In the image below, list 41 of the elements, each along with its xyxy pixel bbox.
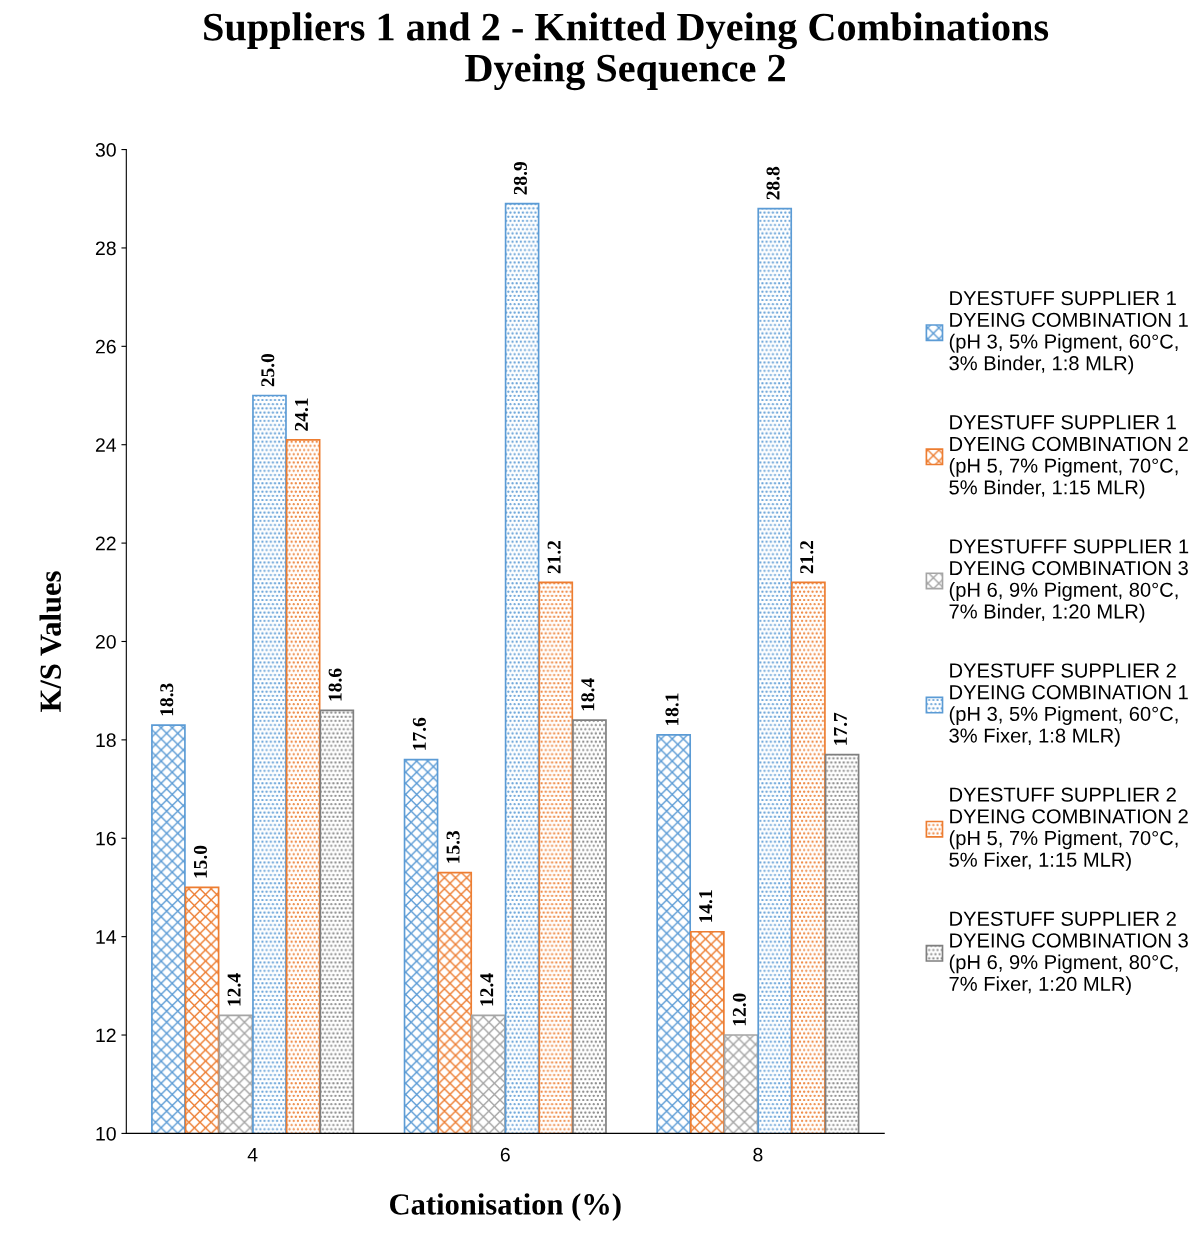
- legend-label: DYESTUFF SUPPLIER 1 DYEING COMBINATION 1 (pH 3, 5% Pigment, 60°C, 3% Binder, 1:8 MLR): [949, 291, 1188, 375]
- legend-label: DYESTUFF SUPPLIER 2 DYEING COMBINATION 3 (pH 6, 9% Pigment, 80°C, 7% Fixer, 1:20 MLR): [949, 911, 1188, 995]
- y-tick-label: 28: [95, 241, 116, 256]
- x-axis-title: Cationisation (%): [390, 1193, 621, 1221]
- y-tick-label: 12: [96, 1028, 116, 1043]
- y-tick-label: 26: [95, 339, 116, 354]
- y-tick-label: 30: [95, 143, 116, 157]
- x-tick-label: 6: [500, 1147, 510, 1162]
- y-tick-label: 10: [96, 1126, 116, 1141]
- data-label: 28.9: [513, 162, 528, 195]
- data-label: 28.8: [766, 166, 780, 200]
- data-label: 24.1: [294, 398, 309, 431]
- data-label: 15.0: [193, 845, 208, 878]
- data-label: 18.6: [328, 668, 342, 701]
- data-label: 18.4: [581, 678, 595, 711]
- y-tick-label: 16: [96, 831, 116, 846]
- data-label: 25.0: [261, 353, 275, 387]
- legend-label: DYESTUFF SUPPLIER 1 DYEING COMBINATION 2 (pH 5, 7% Pigment, 70°C, 5% Binder, 1:15 MLR): [949, 415, 1188, 499]
- data-label: 15.3: [446, 830, 460, 863]
- data-label: 18.1: [665, 693, 679, 726]
- data-label: 17.6: [412, 717, 426, 750]
- y-tick-label: 18: [96, 733, 116, 748]
- legend-label: DYESTUFFF SUPPLIER 1 DYEING COMBINATION 3 (pH 6, 9% Pigment, 80°C, 7% Binder, 1:20 MLR): [949, 539, 1189, 623]
- data-label: 21.2: [800, 540, 814, 574]
- x-tick-label: 4: [247, 1148, 258, 1162]
- data-label: 17.7: [833, 712, 848, 745]
- y-tick-label: 22: [95, 536, 116, 551]
- y-tick-label: 24: [95, 438, 117, 452]
- data-label: 21.2: [547, 540, 561, 574]
- data-label: 14.1: [699, 890, 713, 922]
- chart-title: Suppliers 1 and 2 - Knitted Dyeing Combinations Dyeing Sequence 2: [204, 12, 1049, 91]
- x-tick-label: 8: [753, 1147, 763, 1162]
- y-tick-label: 14: [96, 930, 117, 944]
- data-label: 12.4: [227, 973, 241, 1006]
- y-axis-title: K/S Values: [39, 571, 62, 712]
- legend-label: DYESTUFF SUPPLIER 2 DYEING COMBINATION 2 (pH 5, 7% Pigment, 70°C, 5% Fixer, 1:15 MLR): [949, 787, 1188, 871]
- y-tick-label: 20: [95, 634, 116, 649]
- data-label: 12.4: [480, 973, 494, 1006]
- data-label: 18.3: [160, 683, 174, 716]
- data-label: 12.0: [732, 993, 746, 1026]
- legend-label: DYESTUFF SUPPLIER 2 DYEING COMBINATION 1 (pH 3, 5% Pigment, 60°C, 3% Fixer, 1:8 MLR): [949, 663, 1188, 747]
